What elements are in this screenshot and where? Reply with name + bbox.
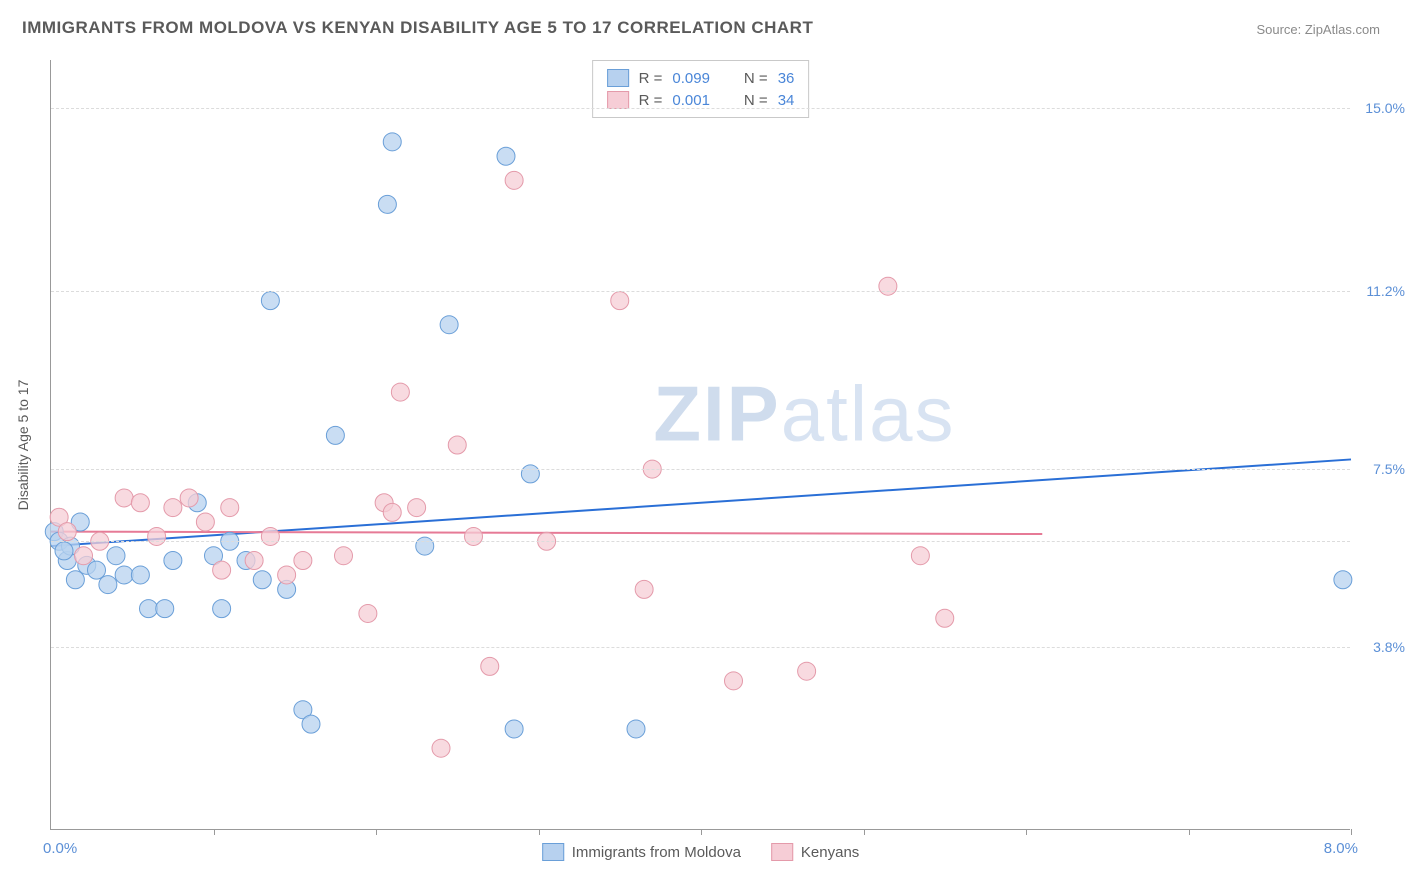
y-axis-title: Disability Age 5 to 17 xyxy=(15,379,31,510)
gridline xyxy=(51,291,1350,292)
legend-stat-row-moldova: R = 0.099 N = 36 xyxy=(607,67,795,89)
data-point-kenyans xyxy=(75,547,93,565)
legend-r-value: 0.001 xyxy=(672,92,710,109)
legend-n-value: 36 xyxy=(778,70,795,87)
legend-swatch-kenyans xyxy=(607,91,629,109)
data-point-moldova xyxy=(107,547,125,565)
data-point-moldova xyxy=(55,542,73,560)
gridline xyxy=(51,647,1350,648)
data-point-kenyans xyxy=(164,499,182,517)
data-point-kenyans xyxy=(196,513,214,531)
data-point-kenyans xyxy=(180,489,198,507)
y-tick-label: 11.2% xyxy=(1355,283,1405,299)
x-tick xyxy=(214,829,215,835)
data-point-moldova xyxy=(521,465,539,483)
data-point-moldova xyxy=(156,600,174,618)
data-point-kenyans xyxy=(448,436,466,454)
legend-correlation-box: R = 0.099 N = 36 R = 0.001 N = 34 xyxy=(592,60,810,118)
data-point-kenyans xyxy=(383,503,401,521)
data-point-kenyans xyxy=(611,292,629,310)
y-tick-label: 15.0% xyxy=(1355,100,1405,116)
data-point-kenyans xyxy=(359,604,377,622)
data-point-moldova xyxy=(440,316,458,334)
legend-n-label: N = xyxy=(744,92,768,109)
chart-svg xyxy=(51,60,1350,829)
data-point-moldova xyxy=(115,566,133,584)
y-tick-label: 7.5% xyxy=(1355,461,1405,477)
data-point-kenyans xyxy=(213,561,231,579)
data-point-moldova xyxy=(378,195,396,213)
data-point-kenyans xyxy=(725,672,743,690)
data-point-moldova xyxy=(131,566,149,584)
data-point-moldova xyxy=(383,133,401,151)
data-point-moldova xyxy=(326,426,344,444)
data-point-kenyans xyxy=(221,499,239,517)
legend-r-value: 0.099 xyxy=(672,70,710,87)
data-point-moldova xyxy=(1334,571,1352,589)
data-point-kenyans xyxy=(936,609,954,627)
data-point-kenyans xyxy=(879,277,897,295)
data-point-moldova xyxy=(497,147,515,165)
x-tick xyxy=(1189,829,1190,835)
data-point-moldova xyxy=(302,715,320,733)
data-point-moldova xyxy=(140,600,158,618)
x-tick xyxy=(1351,829,1352,835)
data-point-kenyans xyxy=(635,580,653,598)
data-point-moldova xyxy=(99,576,117,594)
data-point-kenyans xyxy=(432,739,450,757)
data-point-kenyans xyxy=(261,527,279,545)
data-point-kenyans xyxy=(245,552,263,570)
x-tick xyxy=(376,829,377,835)
x-tick xyxy=(701,829,702,835)
data-point-kenyans xyxy=(335,547,353,565)
data-point-kenyans xyxy=(58,523,76,541)
legend-n-label: N = xyxy=(744,70,768,87)
x-axis-max-label: 8.0% xyxy=(1324,840,1358,857)
legend-series-label: Kenyans xyxy=(801,844,859,861)
y-tick-label: 3.8% xyxy=(1355,639,1405,655)
data-point-moldova xyxy=(261,292,279,310)
data-point-moldova xyxy=(213,600,231,618)
data-point-moldova xyxy=(627,720,645,738)
data-point-moldova xyxy=(416,537,434,555)
legend-item-moldova: Immigrants from Moldova xyxy=(542,843,741,861)
legend-r-label: R = xyxy=(639,92,663,109)
data-point-kenyans xyxy=(131,494,149,512)
x-tick xyxy=(1026,829,1027,835)
gridline xyxy=(51,469,1350,470)
data-point-kenyans xyxy=(115,489,133,507)
data-point-kenyans xyxy=(294,552,312,570)
gridline xyxy=(51,108,1350,109)
data-point-kenyans xyxy=(278,566,296,584)
legend-swatch-moldova xyxy=(542,843,564,861)
gridline xyxy=(51,541,1350,542)
data-point-moldova xyxy=(253,571,271,589)
legend-swatch-moldova xyxy=(607,69,629,87)
source-attribution: Source: ZipAtlas.com xyxy=(1256,22,1380,37)
data-point-moldova xyxy=(66,571,84,589)
legend-n-value: 34 xyxy=(778,92,795,109)
data-point-kenyans xyxy=(465,527,483,545)
x-axis-min-label: 0.0% xyxy=(43,840,77,857)
data-point-kenyans xyxy=(911,547,929,565)
plot-area: Disability Age 5 to 17 ZIPatlas R =0.099… xyxy=(50,60,1350,830)
data-point-kenyans xyxy=(798,662,816,680)
legend-item-kenyans: Kenyans xyxy=(771,843,859,861)
legend-r-label: R = xyxy=(639,70,663,87)
data-point-kenyans xyxy=(505,171,523,189)
legend-series-label: Immigrants from Moldova xyxy=(572,844,741,861)
data-point-kenyans xyxy=(391,383,409,401)
data-point-moldova xyxy=(164,552,182,570)
chart-title: IMMIGRANTS FROM MOLDOVA VS KENYAN DISABI… xyxy=(22,18,813,38)
legend-swatch-kenyans xyxy=(771,843,793,861)
x-tick xyxy=(864,829,865,835)
data-point-kenyans xyxy=(408,499,426,517)
data-point-kenyans xyxy=(481,657,499,675)
legend-series: Immigrants from Moldova Kenyans xyxy=(542,843,860,861)
data-point-moldova xyxy=(505,720,523,738)
data-point-moldova xyxy=(88,561,106,579)
data-point-kenyans xyxy=(148,527,166,545)
x-tick xyxy=(539,829,540,835)
